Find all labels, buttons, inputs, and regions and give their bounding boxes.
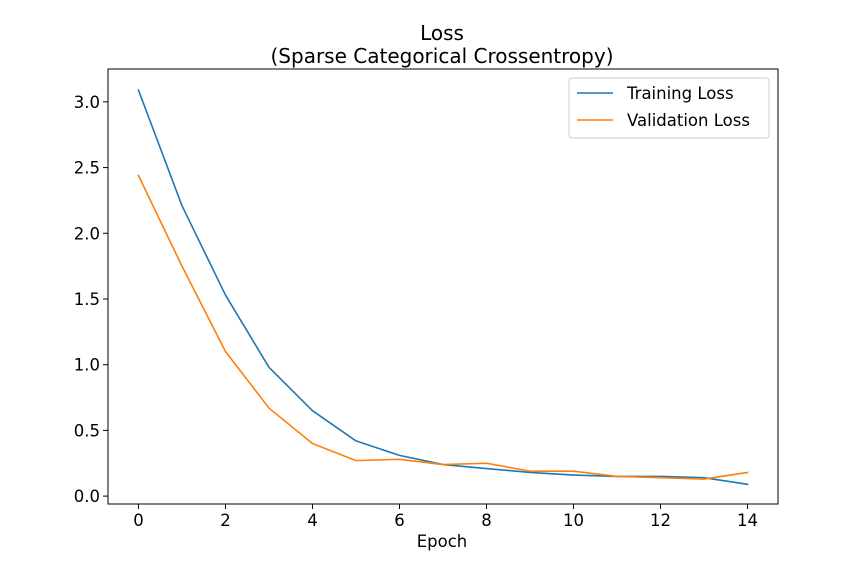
plot-area: 0 2 4 6 8 10 12 14 0.0 0.5 1.0 1.5 2.0 2.5 3.0 Training… [74,68,779,530]
x-tick-label: 4 [307,511,318,530]
x-axis-label: Epoch [417,532,468,551]
x-tick-label: 14 [737,511,758,530]
x-tick-label: 10 [563,511,584,530]
y-tick-label: 1.0 [74,356,100,375]
legend-label-validation-loss: Validation Loss [627,111,750,130]
y-tick-label: 2.0 [74,224,100,243]
x-tick-label: 8 [481,511,492,530]
chart-title-line-1: Loss [420,21,464,45]
y-tick-label: 0.0 [74,487,100,506]
y-tick-label: 0.5 [74,421,100,440]
x-tick-label: 2 [220,511,231,530]
axes-frame [107,68,779,505]
legend-box [568,77,770,139]
legend-label-training-loss: Training Loss [626,84,734,103]
y-tick-label: 1.5 [74,290,100,309]
x-tick-label: 0 [133,511,144,530]
x-tick-label: 12 [650,511,671,530]
chart-title-line-2: (Sparse Categorical Crossentropy) [271,44,614,68]
y-tick-label: 3.0 [74,93,100,112]
y-tick-label: 2.5 [74,159,100,178]
x-tick-label: 6 [394,511,405,530]
series-line-validation-loss [137,174,749,480]
